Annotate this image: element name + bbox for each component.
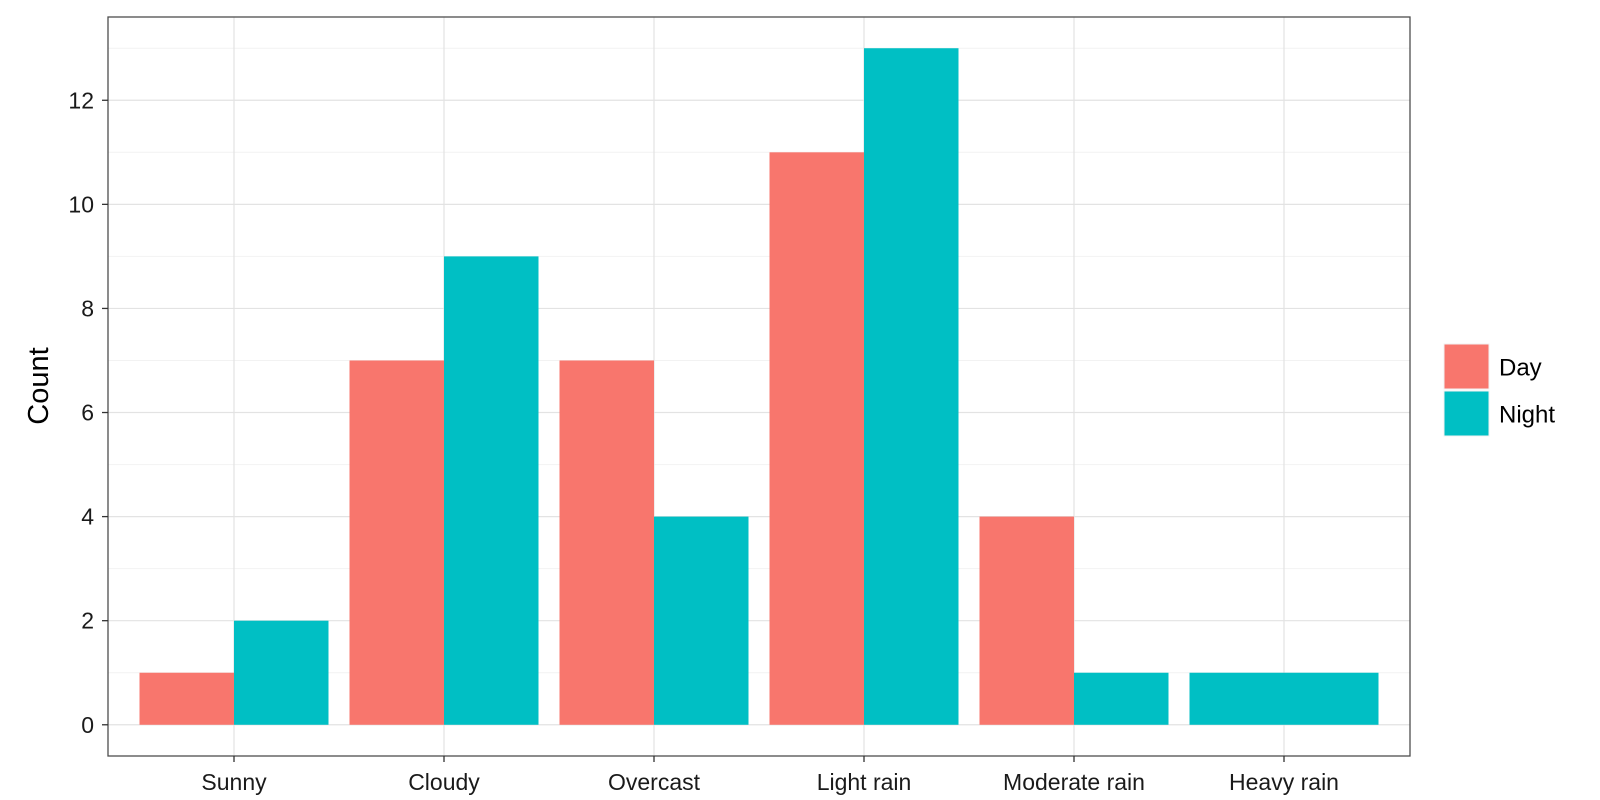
bar-sunny-day bbox=[139, 672, 234, 725]
x-tick-label: Overcast bbox=[608, 769, 701, 795]
legend-swatch-day bbox=[1444, 344, 1489, 389]
legend: Day Night bbox=[1442, 342, 1555, 438]
y-axis: 0 2 4 6 8 10 12 bbox=[68, 87, 108, 738]
y-tick-label: 8 bbox=[81, 295, 94, 321]
bar-light-rain-day bbox=[769, 152, 864, 725]
legend-swatch-night bbox=[1444, 391, 1489, 436]
y-tick-label: 6 bbox=[81, 400, 94, 426]
bar-moderate-rain-day bbox=[979, 516, 1074, 725]
bar-cloudy-day bbox=[349, 360, 444, 725]
x-tick-label: Light rain bbox=[817, 769, 912, 795]
y-axis-title: Count bbox=[23, 347, 55, 424]
bar-sunny-night bbox=[234, 620, 329, 725]
bars bbox=[139, 48, 1379, 725]
bar-light-rain-night bbox=[864, 48, 959, 725]
bar-moderate-rain-night bbox=[1074, 672, 1169, 725]
bar-cloudy-night bbox=[444, 256, 539, 725]
bar-overcast-day bbox=[559, 360, 654, 725]
x-axis: Sunny Cloudy Overcast Light rain Moderate ra… bbox=[201, 756, 1339, 795]
y-tick-label: 10 bbox=[68, 191, 94, 217]
bar-heavy-rain-night bbox=[1189, 672, 1379, 725]
x-tick-label: Moderate rain bbox=[1003, 769, 1145, 795]
legend-label-night: Night bbox=[1499, 402, 1555, 429]
y-tick-label: 12 bbox=[68, 87, 94, 113]
x-tick-label: Cloudy bbox=[408, 769, 480, 795]
y-tick-label: 4 bbox=[81, 504, 94, 530]
y-tick-label: 2 bbox=[81, 608, 94, 634]
bar-overcast-night bbox=[654, 516, 749, 725]
x-tick-label: Sunny bbox=[201, 769, 267, 795]
x-tick-label: Heavy rain bbox=[1229, 769, 1339, 795]
y-tick-label: 0 bbox=[81, 712, 94, 738]
legend-label-day: Day bbox=[1499, 355, 1542, 382]
plot-panel-border bbox=[107, 16, 1411, 757]
